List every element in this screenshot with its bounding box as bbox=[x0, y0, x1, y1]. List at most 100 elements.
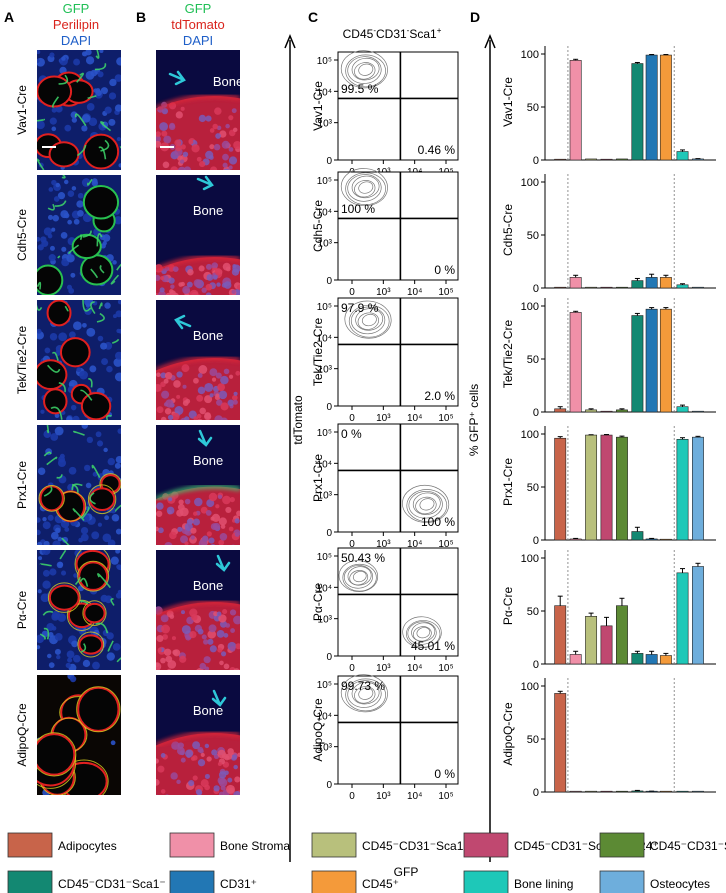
legend-label: CD45⁺ bbox=[362, 877, 399, 891]
legend-label: CD31⁺ bbox=[220, 877, 257, 891]
bar-y-tick-label: 100 bbox=[521, 49, 539, 61]
bar bbox=[645, 277, 658, 289]
flow-y-tick-label: 10³ bbox=[318, 239, 333, 250]
legend-entry: CD45⁻CD31⁻Sca1⁺CD24⁻ bbox=[599, 832, 726, 858]
bar bbox=[676, 790, 689, 793]
bar bbox=[554, 437, 567, 541]
bar bbox=[616, 436, 628, 541]
quadrant-lower-right: 0 % bbox=[434, 767, 455, 781]
bar-y-tick-label: 100 bbox=[521, 681, 539, 693]
bar-y-tick-label: 50 bbox=[527, 734, 539, 746]
legend-label: Bone Stroma bbox=[220, 839, 290, 853]
bar bbox=[692, 286, 704, 289]
micrograph-b: Bone bbox=[156, 675, 240, 795]
bar bbox=[676, 572, 689, 665]
stain-label: GFP bbox=[185, 1, 212, 16]
contour-line bbox=[406, 489, 448, 522]
flow-plot: 100 % 0 % 10⁵ 10⁴ 10³ 0 0 10³ 10⁴ 10⁵ Cdh5-Cre bbox=[311, 168, 459, 298]
cyan-arrow-icon bbox=[215, 554, 231, 572]
contour-line bbox=[344, 300, 392, 339]
bar bbox=[600, 158, 613, 161]
flow-y-tick-label: 0 bbox=[326, 528, 332, 539]
bar-panel: 0 50 100 Tek/Tie2-Cre bbox=[501, 298, 716, 419]
bar-y-tick-label: 0 bbox=[533, 155, 539, 167]
bar-panel: 0 50 100 Prx1-Cre bbox=[501, 426, 716, 547]
bar bbox=[692, 436, 704, 541]
flow-x-tick-label: 10³ bbox=[376, 539, 391, 550]
bar bbox=[692, 410, 704, 413]
contour-line bbox=[351, 681, 380, 705]
flow-x-label: GFP bbox=[394, 865, 419, 879]
bone-label: Bone bbox=[193, 203, 223, 218]
flow-y-tick-label: 10⁵ bbox=[317, 56, 332, 67]
bar-panel: 0 50 100 AdipoQ-Cre bbox=[501, 678, 716, 799]
bar-panel: 0 50 100 Cdh5-Cre bbox=[501, 174, 716, 295]
legend-entry: CD45⁺ bbox=[311, 870, 399, 893]
stain-header-a: GFP Perilipin DAPI bbox=[53, 1, 99, 48]
contour-line bbox=[415, 496, 437, 515]
bar-row-label: Cdh5-Cre bbox=[501, 204, 515, 256]
bar bbox=[554, 408, 567, 413]
bar bbox=[645, 54, 658, 161]
flow-x-tick-label: 10³ bbox=[376, 663, 391, 674]
bar bbox=[676, 406, 689, 413]
contour-line bbox=[358, 687, 374, 700]
flow-y-tick-label: 10⁵ bbox=[317, 176, 332, 187]
flow-plot: 50.43 % 45.01 % 10⁵ 10⁴ 10³ 0 0 10³ 10⁴ 10⁵ Pα-Cre bbox=[311, 547, 459, 674]
contour-line bbox=[345, 54, 386, 88]
bar-y-tick-label: 50 bbox=[527, 482, 539, 494]
bar bbox=[600, 286, 613, 289]
contour-line bbox=[354, 62, 376, 80]
micrograph-b: Bone bbox=[156, 175, 240, 295]
legend-swatch bbox=[311, 870, 357, 893]
bar bbox=[631, 531, 644, 541]
flow-plot: 99.73 % 0 % 10⁵ 10⁴ 10³ 0 0 10³ 10⁴ 10⁵ AdipoQ-Cre bbox=[311, 674, 459, 802]
legend-swatch bbox=[169, 832, 215, 858]
legend-entry: Bone Stroma bbox=[169, 832, 290, 858]
bar-y-tick-label: 0 bbox=[533, 659, 539, 671]
panel-letter-a: A bbox=[4, 9, 14, 25]
contour-line bbox=[347, 680, 382, 708]
flow-x-tick-label: 10⁴ bbox=[407, 287, 422, 298]
bar bbox=[585, 790, 598, 793]
bar-y-tick-label: 0 bbox=[533, 787, 539, 799]
flow-y-tick-label: 0 bbox=[326, 402, 332, 413]
contour-line bbox=[345, 172, 386, 206]
flow-x-tick-label: 10⁴ bbox=[407, 663, 422, 674]
flow-y-label: tdTomato bbox=[291, 395, 305, 445]
flow-x-tick-label: 10⁴ bbox=[407, 539, 422, 550]
bar bbox=[616, 158, 628, 161]
row-label: Tek/Tie2-Cre bbox=[15, 326, 29, 395]
flow-plot: 97.9 % 2.0 % 10⁵ 10⁴ 10³ 0 0 10³ 10⁴ 10⁵ Tek/Tie2-… bbox=[311, 297, 459, 424]
quadrant-lower-right: 0.46 % bbox=[418, 143, 456, 157]
bar bbox=[676, 151, 689, 161]
panel-letter-d: D bbox=[470, 9, 480, 25]
legend-swatch bbox=[599, 832, 645, 858]
bar bbox=[676, 438, 689, 541]
flow-x-tick-label: 0 bbox=[349, 663, 355, 674]
bar bbox=[600, 625, 613, 665]
bar bbox=[569, 312, 582, 413]
contour-line bbox=[361, 313, 377, 327]
legend-swatch bbox=[169, 870, 215, 893]
micrograph-a bbox=[37, 425, 121, 545]
micrograph-b: Bone bbox=[156, 425, 240, 545]
bar bbox=[659, 655, 672, 665]
contour-line bbox=[340, 674, 388, 713]
flow-y-tick-label: 0 bbox=[326, 276, 332, 287]
bar-y-tick-label: 100 bbox=[521, 429, 539, 441]
bar bbox=[616, 409, 628, 413]
flow-row-label: Vav1-Cre bbox=[311, 81, 325, 131]
bar-row-label: AdipoQ-Cre bbox=[501, 702, 515, 766]
flow-title: CD45-CD31-Sca1+ bbox=[343, 26, 442, 41]
panel-letter-b: B bbox=[136, 9, 146, 25]
micrographs-b: Bone Bone Bone Bone Bone Bone bbox=[156, 50, 240, 795]
contour-line bbox=[347, 174, 382, 202]
quadrant-lower-right: 100 % bbox=[421, 515, 455, 529]
bar-y-tick-label: 50 bbox=[527, 230, 539, 242]
bar-panel: 0 50 100 Pα-Cre bbox=[501, 550, 716, 671]
quadrant-upper-left: 0 % bbox=[341, 427, 362, 441]
flow-x-tick-label: 10⁵ bbox=[438, 413, 453, 424]
flow-y-tick-label: 10⁵ bbox=[317, 428, 332, 439]
